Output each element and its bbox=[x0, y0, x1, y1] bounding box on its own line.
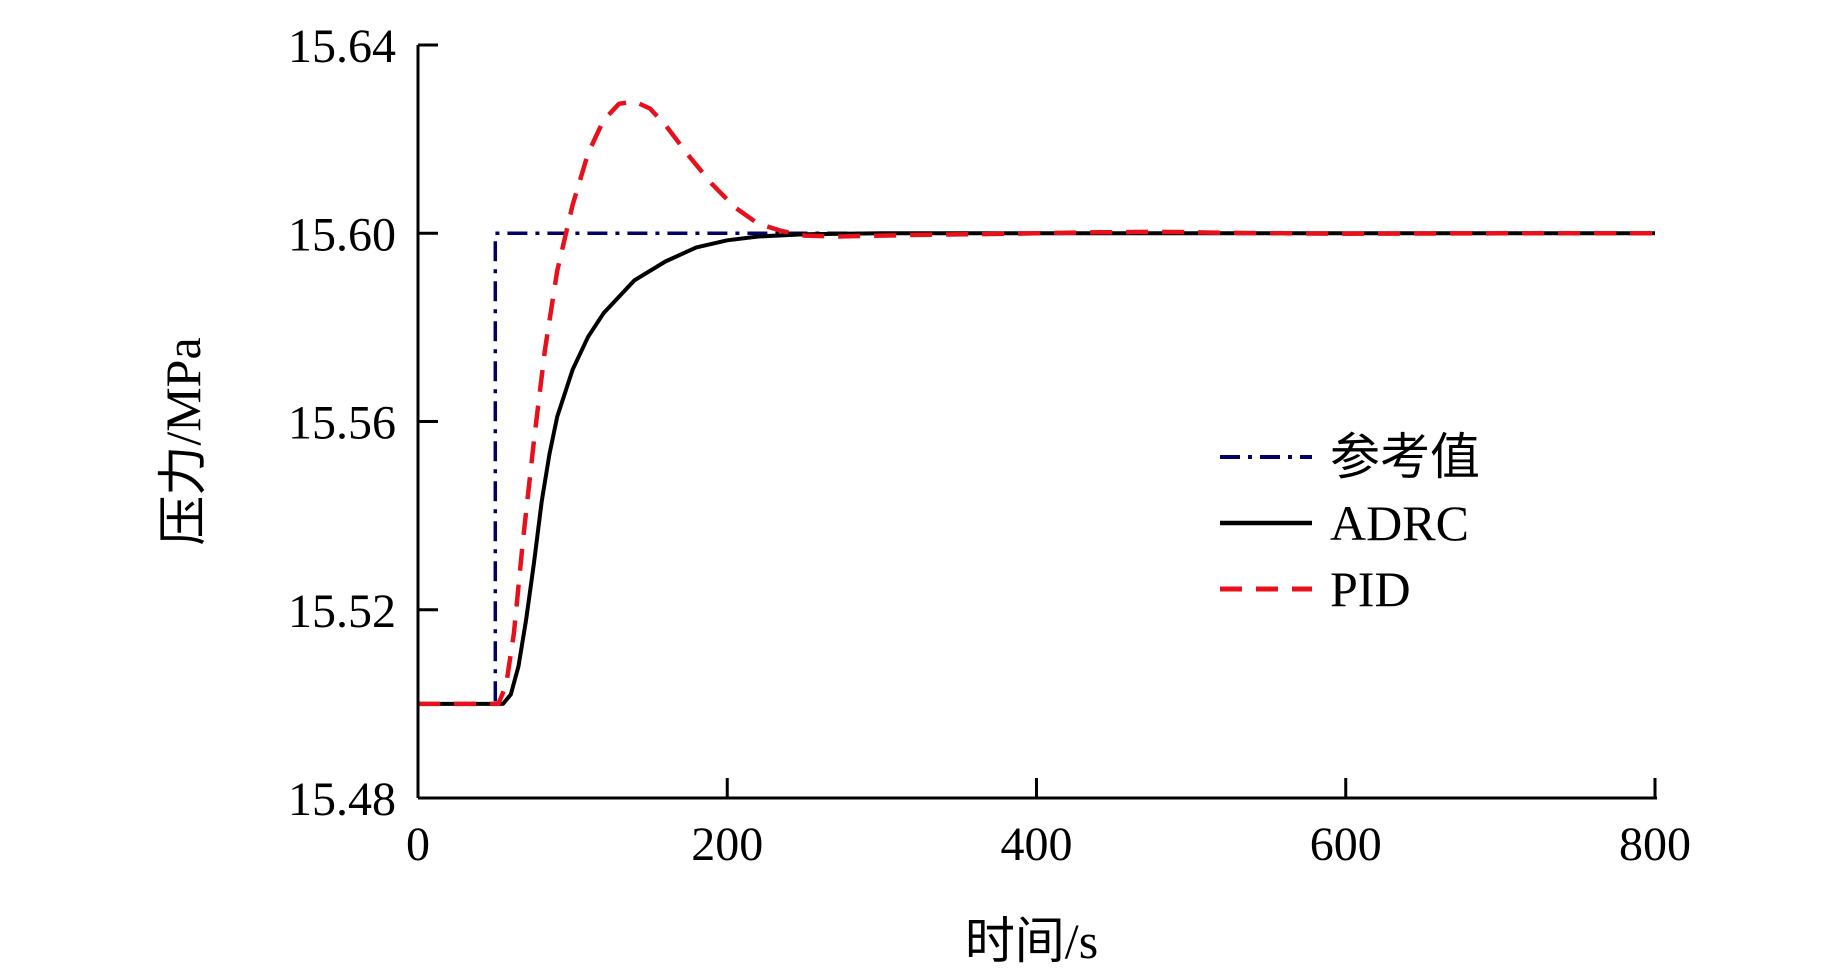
series-line-1 bbox=[418, 231, 1655, 706]
series-layer bbox=[418, 99, 1655, 707]
x-tick-label: 800 bbox=[1619, 818, 1691, 871]
y-tick-label: 15.64 bbox=[288, 20, 396, 73]
x-tick-label: 200 bbox=[691, 818, 763, 871]
y-ticks: 15.48 15.52 15.56 15.60 15.64 bbox=[288, 20, 438, 826]
x-tick-label: 600 bbox=[1310, 818, 1382, 871]
series-line-2 bbox=[418, 99, 1655, 707]
legend-label-0: 参考值 bbox=[1330, 429, 1480, 485]
plot-area: 15.48 15.52 15.56 15.60 15.64 0 200 400 600 800 bbox=[288, 20, 1691, 871]
y-axis-title: 压力/MPa bbox=[155, 337, 211, 545]
x-axis-title: 时间/s bbox=[965, 913, 1098, 969]
x-ticks: 0 200 400 600 800 bbox=[406, 778, 1691, 871]
legend-label-2: PID bbox=[1330, 561, 1411, 617]
y-tick-label: 15.60 bbox=[288, 208, 396, 261]
y-tick-label: 15.56 bbox=[288, 397, 396, 450]
legend-label-1: ADRC bbox=[1330, 495, 1469, 551]
x-tick-label: 0 bbox=[406, 818, 430, 871]
y-tick-label: 15.48 bbox=[288, 773, 396, 826]
x-tick-label: 400 bbox=[1001, 818, 1073, 871]
legend: 参考值 ADRC PID bbox=[1220, 429, 1480, 617]
y-tick-label: 15.52 bbox=[288, 585, 396, 638]
